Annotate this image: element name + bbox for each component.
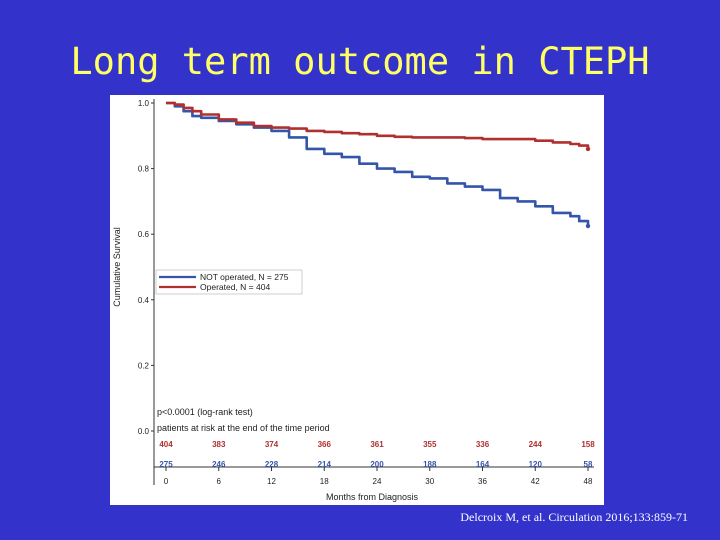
x-tick-label: 6 (217, 477, 222, 486)
risk-count-not-operated: 58 (584, 460, 593, 469)
legend-label: Operated, N = 404 (200, 282, 270, 292)
legend-label: NOT operated, N = 275 (200, 272, 289, 282)
risk-count-operated: 383 (212, 440, 226, 449)
curve-end-marker (585, 223, 591, 229)
legend-box (155, 269, 303, 295)
km-figure: 0.0 0.2 0.4 0.6 0.8 1.0 Cumulative Survival 0 6… (110, 95, 604, 505)
risk-count-not-operated: 200 (370, 460, 384, 469)
y-axis: 0.0 0.2 0.4 0.6 0.8 1.0 Cumulative Survival (112, 99, 155, 485)
risk-count-not-operated: 275 (159, 460, 173, 469)
curve-end-marker (585, 146, 591, 152)
y-tick-label: 0.4 (138, 296, 150, 305)
x-tick-label: 12 (267, 477, 276, 486)
chart-annotations: p<0.0001 (log-rank test) patients at risk… (157, 407, 330, 433)
y-tick-label: 0.6 (138, 230, 150, 239)
x-tick-label: 42 (531, 477, 540, 486)
risk-count-not-operated: 188 (423, 460, 437, 469)
risk-count-operated: 374 (265, 440, 279, 449)
risk-count-operated: 361 (370, 440, 384, 449)
risk-count-not-operated: 246 (212, 460, 226, 469)
survival-curve-not-operated (166, 101, 590, 226)
survival-curves (166, 101, 591, 229)
risk-count-not-operated: 164 (476, 460, 490, 469)
y-tick-label: 0.2 (138, 361, 150, 370)
x-axis: 0 6 12 18 24 30 36 42 48 Months from Diagnosis (154, 466, 594, 502)
x-tick-label: 48 (584, 477, 593, 486)
risk-table: 404 383 374 366 361 355 336 244 158 275 246 228 214 2… (159, 440, 595, 469)
risk-count-operated: 158 (581, 440, 595, 449)
survival-curve-operated (166, 101, 590, 149)
y-axis-title: Cumulative Survival (112, 227, 122, 307)
risk-table-label: patients at risk at the end of the time … (157, 423, 330, 433)
risk-count-operated: 244 (529, 440, 543, 449)
y-tick-label: 0.0 (138, 427, 150, 436)
y-tick-label: 1.0 (138, 99, 150, 108)
slide-title: Long term outcome in CTEPH (70, 40, 650, 83)
y-tick-label: 0.8 (138, 165, 150, 174)
risk-count-operated: 336 (476, 440, 490, 449)
x-tick-label: 18 (320, 477, 329, 486)
x-tick-label: 0 (164, 477, 169, 486)
km-chart: 0.0 0.2 0.4 0.6 0.8 1.0 Cumulative Survival 0 6… (112, 99, 595, 502)
x-axis-title: Months from Diagnosis (326, 492, 419, 502)
x-tick-label: 36 (478, 477, 487, 486)
risk-count-operated: 355 (423, 440, 437, 449)
risk-count-operated: 366 (318, 440, 332, 449)
x-tick-label: 24 (373, 477, 382, 486)
citation: Delcroix M, et al. Circulation 2016;133:… (460, 510, 688, 524)
risk-count-not-operated: 214 (318, 460, 332, 469)
risk-count-not-operated: 228 (265, 460, 279, 469)
risk-count-operated: 404 (159, 440, 173, 449)
x-tick-label: 30 (425, 477, 434, 486)
pvalue-annotation: p<0.0001 (log-rank test) (157, 407, 253, 417)
risk-count-not-operated: 120 (529, 460, 543, 469)
